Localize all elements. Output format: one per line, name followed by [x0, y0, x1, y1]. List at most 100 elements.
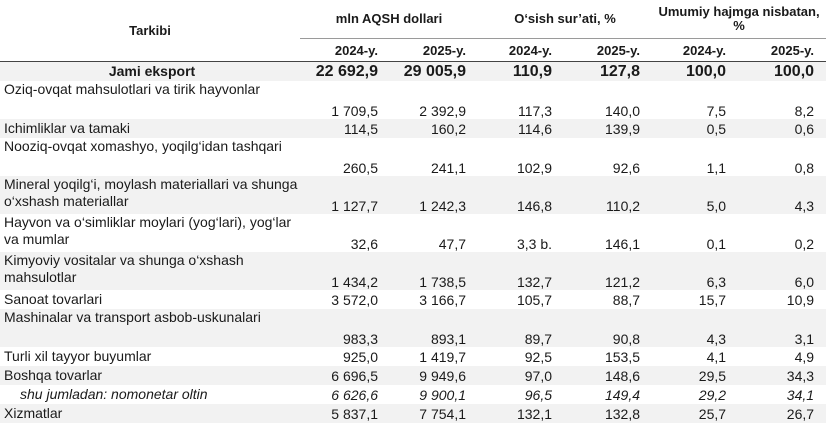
cell-value-2025: 893,1	[390, 309, 479, 347]
group-header-share: Umumiy hajmga nisbatan, %	[652, 0, 826, 39]
cell-share-2025: 100,0	[738, 61, 826, 81]
cell-growth-2024: 105,7	[516, 291, 553, 308]
cell-growth-2025: 140,0	[604, 103, 641, 119]
cell-share-2024: 15,7	[698, 291, 727, 308]
cell-share-2025: 34,1	[786, 386, 815, 403]
cell-share-2025: 4,9	[794, 348, 815, 365]
cell-value-2024: 6 696,5	[300, 366, 390, 385]
cell-value-2024: 925,0	[342, 348, 378, 365]
year-header-growth-2025: 2025-y.	[564, 38, 653, 62]
cell-growth-2025: 92,6	[612, 160, 641, 176]
cell-growth-2024: 132,1	[478, 404, 565, 423]
row-label: Boshqa tovarlar	[0, 366, 300, 385]
cell-value-2024: 983,3	[300, 309, 390, 347]
row-label: Hayvon va o‘simliklar moylari (yog‘lari)…	[4, 214, 292, 247]
cell-share-2024: 0,5	[652, 119, 739, 138]
row-label: shu jumladan: nomonetar oltin	[20, 386, 208, 402]
cell-value-2025: 160,2	[390, 119, 479, 138]
cell-value-2025: 47,7	[438, 236, 467, 252]
year-header-growth-2024: 2024-y.	[478, 38, 565, 62]
cell-share-2025: 26,7	[738, 404, 826, 423]
cell-share-2025: 4,3	[738, 176, 826, 214]
cell-growth-2025: 127,8	[564, 61, 653, 81]
cell-value-2025: 3 166,7	[419, 291, 467, 308]
cell-value-2024: 1 434,2	[300, 252, 390, 290]
row-label: Ichimliklar va tamaki	[0, 119, 300, 138]
cell-value-2024: 1 709,5	[331, 103, 378, 119]
table-row: Ichimliklar va tamaki 114,5 160,2 114,6 …	[0, 119, 826, 138]
cell-share-2025: 0,2	[794, 236, 815, 252]
table-row: Xizmatlar 5 837,1 7 754,1 132,1 132,8 25…	[0, 404, 826, 423]
cell-value-2025: 1 738,5	[390, 252, 479, 290]
cell-growth-2024: 3,3 b.	[516, 236, 553, 252]
cell-value-2024: 22 692,9	[300, 61, 390, 81]
cell-growth-2024: 117,3	[518, 103, 553, 119]
row-label: Turli xil tayyor buyumlar	[4, 348, 152, 364]
cell-growth-2025: 139,9	[564, 119, 653, 138]
cell-value-2025: 7 754,1	[390, 404, 479, 423]
cell-growth-2025: 90,8	[564, 309, 653, 347]
cell-value-2025: 1 419,7	[419, 348, 467, 365]
row-label: Nooziq-ovqat xomashyo, yoqilg‘idan tashq…	[4, 138, 282, 154]
export-table: Tarkibi mln AQSH dollari O‘sish sur’ati,…	[0, 0, 826, 423]
table-row: Mineral yoqilg‘i, moylash materiallari v…	[0, 176, 826, 214]
table-row: Hayvon va o‘simliklar moylari (yog‘lari)…	[0, 214, 826, 252]
table-row: Nooziq-ovqat xomashyo, yoqilg‘idan tashq…	[0, 138, 826, 176]
year-header-value-2024: 2024-y.	[300, 38, 390, 62]
cell-growth-2024: 146,8	[478, 176, 565, 214]
row-label: Mineral yoqilg‘i, moylash materiallari v…	[0, 176, 300, 214]
cell-value-2024: 3 572,0	[331, 291, 378, 308]
cell-growth-2025: 153,5	[604, 348, 641, 365]
table-row: Turli xil tayyor buyumlar 925,0 1 419,7 …	[0, 347, 826, 366]
cell-growth-2024: 102,9	[516, 160, 553, 176]
cell-growth-2024: 96,5	[524, 386, 553, 403]
cell-growth-2025: 132,8	[564, 404, 653, 423]
cell-share-2025: 3,1	[738, 309, 826, 347]
table-row: Oziq-ovqat mahsulotlari va tirik hayvonl…	[0, 81, 826, 119]
year-header-share-2025: 2025-y.	[738, 38, 826, 62]
cell-value-2025: 9 900,1	[419, 386, 467, 403]
cell-growth-2025: 149,4	[604, 386, 641, 403]
year-header-value-2025: 2025-y.	[390, 38, 479, 62]
cell-share-2024: 100,0	[652, 61, 739, 81]
row-label: Jami eksport	[0, 61, 300, 81]
cell-share-2024: 4,1	[706, 348, 727, 365]
cell-value-2025: 9 949,6	[390, 366, 479, 385]
cell-share-2024: 7,5	[706, 103, 727, 119]
cell-growth-2025: 148,6	[564, 366, 653, 385]
cell-growth-2025: 121,2	[564, 252, 653, 290]
cell-share-2025: 6,0	[738, 252, 826, 290]
cell-value-2025: 29 005,9	[390, 61, 479, 81]
cell-growth-2024: 97,0	[478, 366, 565, 385]
row-label: Sanoat tovarlari	[4, 291, 103, 307]
table-row: shu jumladan: nomonetar oltin 6 626,6 9 …	[0, 385, 826, 404]
cell-value-2024: 6 626,6	[331, 386, 378, 403]
cell-share-2024: 4,3	[652, 309, 739, 347]
cell-value-2024: 260,5	[342, 160, 378, 176]
row-label: Kimyoviy vositalar va shunga o‘xshash ma…	[0, 252, 300, 290]
cell-share-2024: 6,3	[652, 252, 739, 290]
table-row-total: Jami eksport 22 692,9 29 005,9 110,9 127…	[0, 61, 826, 81]
table-row: Kimyoviy vositalar va shunga o‘xshash ma…	[0, 252, 826, 290]
cell-value-2024: 5 837,1	[300, 404, 390, 423]
cell-growth-2025: 88,7	[612, 291, 641, 308]
cell-share-2025: 34,3	[738, 366, 826, 385]
cell-share-2025: 0,8	[794, 160, 815, 176]
column-header-tarkibi: Tarkibi	[0, 0, 300, 62]
cell-share-2024: 25,7	[652, 404, 739, 423]
cell-value-2024: 114,5	[300, 119, 390, 138]
group-header-value: mln AQSH dollari	[300, 0, 479, 39]
group-header-growth: O‘sish sur’ati, %	[478, 0, 653, 39]
cell-growth-2024: 89,7	[478, 309, 565, 347]
cell-share-2025: 0,6	[738, 119, 826, 138]
cell-share-2024: 1,1	[706, 160, 727, 176]
row-label: Xizmatlar	[0, 404, 300, 423]
table-row: Sanoat tovarlari 3 572,0 3 166,7 105,7 8…	[0, 290, 826, 309]
table-row: Mashinalar va transport asbob-uskunalari…	[0, 309, 826, 347]
cell-value-2024: 32,6	[350, 236, 378, 252]
cell-growth-2025: 146,1	[604, 236, 641, 252]
row-label: Oziq-ovqat mahsulotlari va tirik hayvonl…	[4, 81, 260, 97]
cell-growth-2024: 92,5	[524, 348, 553, 365]
cell-share-2024: 5,0	[652, 176, 739, 214]
cell-growth-2025: 110,2	[564, 176, 653, 214]
